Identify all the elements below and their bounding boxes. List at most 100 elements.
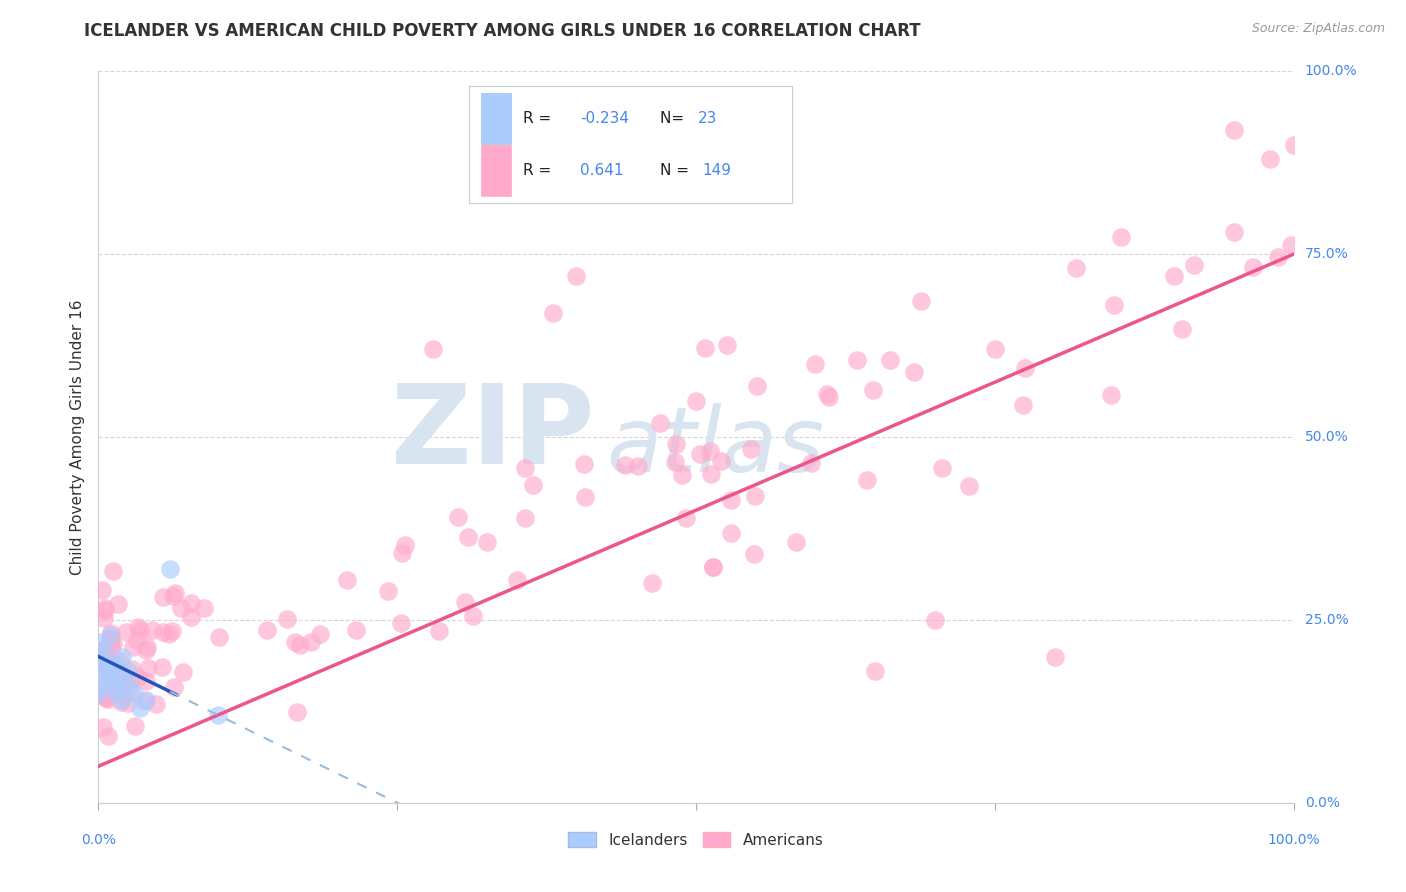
Point [108,665,131,680]
Point [172,665,194,679]
Point [135,643,157,657]
Point [98,632,121,646]
Point [699,443,721,458]
Point [118,684,141,698]
Point [98,664,122,678]
Text: 100.0%: 100.0% [1305,64,1357,78]
Point [336,574,359,588]
Point [124,719,146,733]
Point [129,700,152,714]
Bar [481,93,510,145]
Point [115,625,138,640]
Text: Source: ZipAtlas.com: Source: ZipAtlas.com [1251,22,1385,36]
Point [87,679,110,693]
Point [87,649,110,664]
Point [457,530,479,544]
Point [89,643,111,657]
Legend: Icelanders, Americans: Icelanders, Americans [562,825,830,854]
Point [120,673,142,687]
Point [100,639,122,653]
Text: 149: 149 [702,162,731,178]
Point [1258,152,1281,166]
Point [124,686,146,700]
Point [128,623,150,637]
Point [112,687,135,701]
Point [284,634,307,648]
Point [574,491,596,505]
Text: N =: N = [661,162,695,178]
Point [716,338,738,352]
Point [207,631,229,645]
Point [100,632,122,647]
Point [111,670,134,684]
Point [93,610,115,624]
Point [541,306,564,320]
Point [506,574,529,588]
Text: -0.234: -0.234 [581,112,628,127]
Point [100,626,122,640]
Point [105,657,128,671]
Point [1223,225,1246,239]
Point [879,352,901,367]
Point [453,595,475,609]
Point [924,613,946,627]
Point [1064,261,1087,276]
Text: ICELANDER VS AMERICAN CHILD POVERTY AMONG GIRLS UNDER 16 CORRELATION CHART: ICELANDER VS AMERICAN CHILD POVERTY AMON… [84,22,921,40]
Bar [481,145,510,196]
Point [785,535,807,549]
Point [391,546,413,560]
Point [96,652,118,666]
Point [103,637,125,651]
Point [1101,388,1123,402]
Point [98,627,122,641]
Point [671,467,693,482]
Point [1279,237,1302,252]
Point [159,562,181,576]
Point [97,691,120,706]
Point [152,624,174,639]
Point [97,729,120,743]
Point [447,509,470,524]
Point [105,686,128,700]
Point [93,687,115,701]
Point [675,511,697,525]
Text: R =: R = [523,112,555,127]
Point [394,538,416,552]
Point [108,672,131,686]
Point [117,697,139,711]
Point [720,525,742,540]
Text: R =: R = [523,162,555,178]
Point [344,623,367,637]
Point [121,662,143,676]
Point [1171,322,1194,336]
Point [103,657,125,672]
Point [389,616,412,631]
Point [90,583,112,598]
Text: 0.641: 0.641 [581,162,623,178]
FancyBboxPatch shape [470,86,792,203]
Point [94,690,117,704]
Point [170,600,193,615]
Point [664,455,686,469]
Point [288,638,311,652]
Point [522,478,544,492]
Point [135,640,157,654]
Point [94,601,117,615]
Point [103,655,125,669]
Point [127,620,149,634]
Text: 50.0%: 50.0% [1305,430,1348,444]
Point [720,492,742,507]
Point [744,547,766,561]
Point [1223,123,1246,137]
Point [256,624,278,638]
Point [163,680,186,694]
Text: 75.0%: 75.0% [1305,247,1348,261]
Point [141,623,163,637]
Point [377,584,399,599]
Point [93,657,115,671]
Point [565,269,588,284]
Text: 0.0%: 0.0% [1305,796,1340,810]
Point [422,343,444,357]
Text: N=: N= [661,112,689,127]
Point [87,686,110,700]
